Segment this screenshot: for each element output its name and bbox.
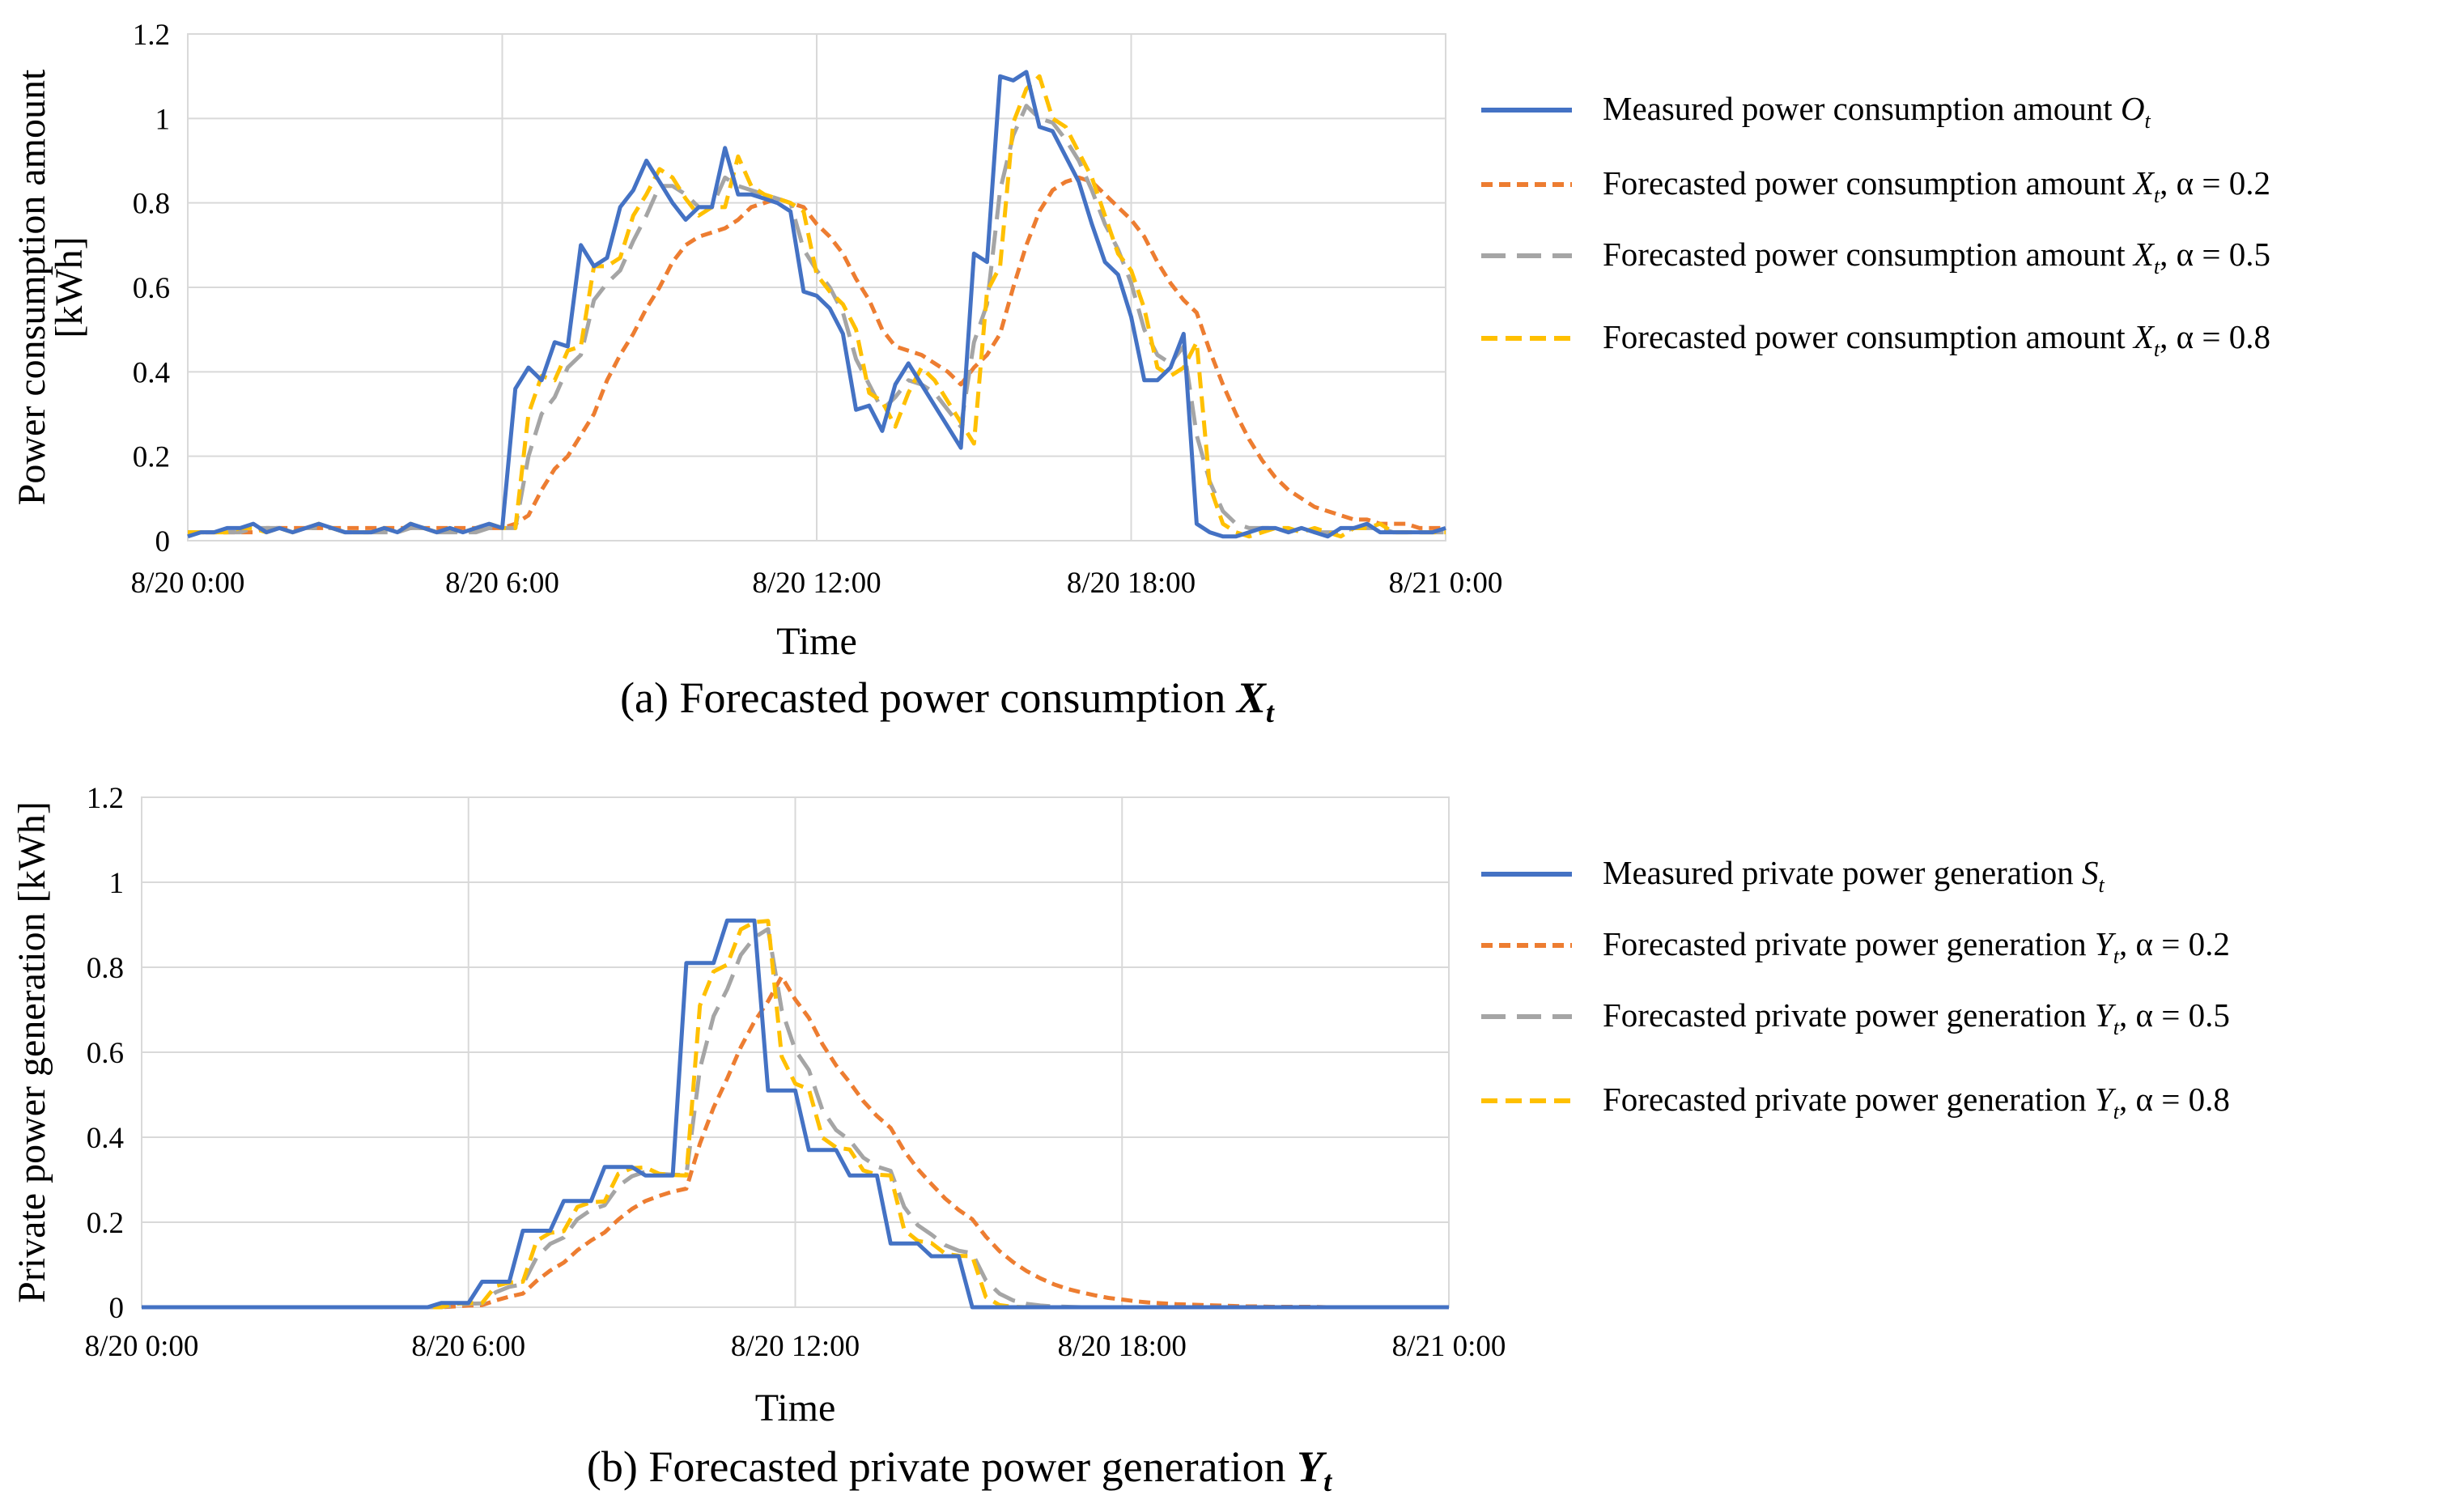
y-tick-label: 0.2 xyxy=(133,441,170,474)
x-tick-label: 8/20 18:00 xyxy=(1058,1330,1187,1363)
legend-subscript: t xyxy=(2145,109,2151,133)
y-tick-label: 1 xyxy=(109,867,125,900)
x-tick-label: 8/20 6:00 xyxy=(411,1330,525,1363)
y-tick-label: 0.8 xyxy=(87,952,124,985)
legend-name: Measured power consumption amount xyxy=(1603,90,2121,127)
chart-panel-a: 0 0.2 0.4 0.6 0.8 1 1.2 8/20 0:00 8/20 6:00 8/20 … xyxy=(11,19,2270,728)
caption-var: Y xyxy=(1297,1442,1327,1491)
series-line-measured xyxy=(187,70,1446,539)
x-tick-label: 8/20 12:00 xyxy=(752,567,881,600)
y-tick-label: 0.8 xyxy=(133,188,170,221)
y-tick-label: 0.6 xyxy=(133,272,170,305)
y-tick-label: 1.2 xyxy=(87,782,124,815)
legend-var: X xyxy=(2132,164,2156,202)
chart-panel-b: 0 0.2 0.4 0.6 0.8 1 1.2 8/20 0:00 8/20 6:00 8/20 … xyxy=(11,782,2230,1497)
legend-suffix: , α = 0.2 xyxy=(2119,925,2230,962)
legend-suffix: , α = 0.8 xyxy=(2160,318,2270,355)
legend-var: Y xyxy=(2095,1081,2117,1118)
y-tick-label: 0.6 xyxy=(87,1037,124,1070)
legend-suffix: , α = 0.2 xyxy=(2160,164,2270,202)
series-line-measured xyxy=(142,918,1449,1310)
legend-subscript: t xyxy=(2098,873,2105,897)
y-tick-label: 1 xyxy=(155,103,171,136)
legend-name: Measured private power generation xyxy=(1603,854,2082,891)
x-axis-title: Time xyxy=(755,1387,836,1429)
y-axis-title: Private power generation [kWh] xyxy=(11,801,53,1303)
caption-subscript: t xyxy=(1323,1465,1332,1497)
y-tick-label: 0 xyxy=(155,525,171,559)
x-tick-label: 8/20 0:00 xyxy=(85,1330,199,1363)
x-tick-label: 8/21 0:00 xyxy=(1392,1330,1506,1363)
legend-entry: Measured power consumption amount Ot xyxy=(1603,90,2151,133)
x-tick-label: 8/20 12:00 xyxy=(731,1330,860,1363)
legend-subscript: t xyxy=(2113,1100,2120,1123)
y-tick-label: 0.4 xyxy=(87,1122,124,1155)
y-axis-title: Power consumption amount xyxy=(11,69,53,505)
legend-var: Y xyxy=(2095,925,2117,962)
legend-name: Forecasted private power generation xyxy=(1603,1081,2095,1118)
caption-subscript: t xyxy=(1266,696,1275,728)
y-tick-label: 0.4 xyxy=(133,356,170,389)
legend-var: X xyxy=(2132,236,2156,273)
legend-subscript: t xyxy=(2154,184,2160,207)
y-tick-label: 0 xyxy=(109,1292,125,1325)
legend-name: Forecasted private power generation xyxy=(1603,925,2095,962)
x-tick-label: 8/21 0:00 xyxy=(1389,567,1503,600)
x-axis-title: Time xyxy=(776,620,857,663)
legend-subscript: t xyxy=(2154,255,2160,278)
legend-entry: Forecasted private power generation Yt, … xyxy=(1603,1081,2230,1123)
caption-var: X xyxy=(1235,673,1268,722)
legend-name: Forecasted power consumption amount xyxy=(1603,318,2134,355)
legend-subscript: t xyxy=(2113,1016,2120,1039)
legend-entry: Forecasted power consumption amount Xt, … xyxy=(1603,236,2270,278)
legend-subscript: t xyxy=(2113,945,2120,968)
series-line-alpha08 xyxy=(142,919,1449,1310)
y-axis-title: [kWh] xyxy=(48,236,91,338)
series-line-alpha02 xyxy=(188,175,1446,535)
legend-suffix: , α = 0.8 xyxy=(2119,1081,2230,1118)
legend-var: O xyxy=(2121,90,2145,127)
caption-text: (b) Forecasted private power generation xyxy=(587,1442,1297,1491)
y-tick-label: 0.2 xyxy=(87,1207,124,1240)
legend-var: Y xyxy=(2095,996,2117,1034)
legend-suffix: , α = 0.5 xyxy=(2119,996,2230,1034)
legend-entry: Forecasted power consumption amount Xt, … xyxy=(1603,318,2270,361)
chart-caption: (b) Forecasted private power generation … xyxy=(587,1442,1332,1497)
x-tick-label: 8/20 6:00 xyxy=(445,567,559,600)
legend-var: X xyxy=(2132,318,2156,355)
x-tick-label: 8/20 0:00 xyxy=(131,567,245,600)
legend-entry: Forecasted private power generation Yt, … xyxy=(1603,925,2230,968)
legend-var: S xyxy=(2082,854,2099,891)
legend-entry: Forecasted power consumption amount Xt, … xyxy=(1603,164,2270,207)
legend-subscript: t xyxy=(2154,338,2160,361)
y-tick-label: 1.2 xyxy=(133,19,170,52)
legend-name: Forecasted private power generation xyxy=(1603,996,2095,1034)
legend-name: Forecasted power consumption amount xyxy=(1603,236,2134,273)
caption-text: (a) Forecasted power consumption xyxy=(620,673,1237,722)
x-tick-label: 8/20 18:00 xyxy=(1067,567,1196,600)
legend-entry: Measured private power generation St xyxy=(1603,854,2105,897)
chart-caption: (a) Forecasted power consumption Xt xyxy=(620,673,1275,728)
legend-entry: Forecasted private power generation Yt, … xyxy=(1603,996,2230,1039)
legend-suffix: , α = 0.5 xyxy=(2160,236,2270,273)
legend-name: Forecasted power consumption amount xyxy=(1603,164,2134,202)
